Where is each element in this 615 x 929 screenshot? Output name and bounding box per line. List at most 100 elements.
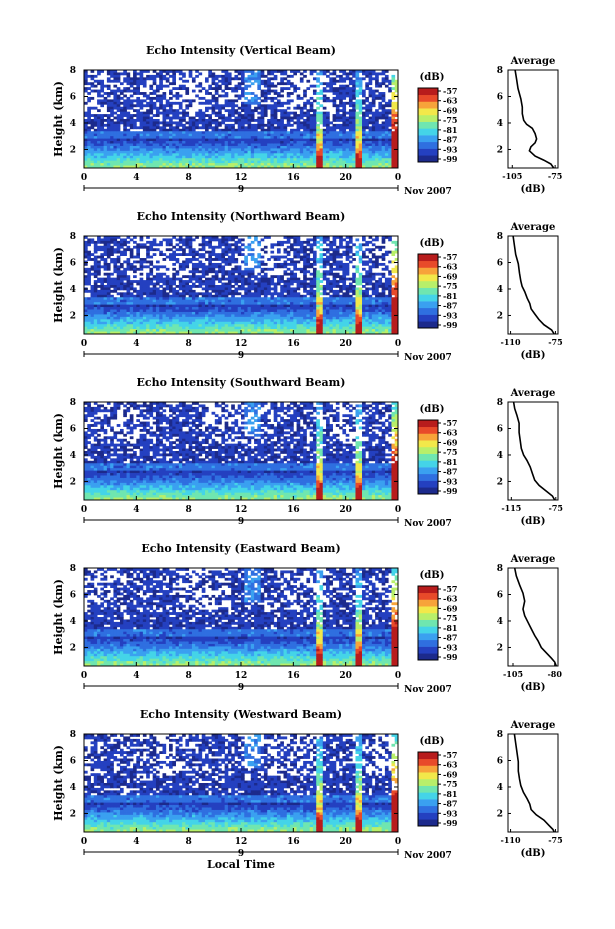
heatmap-cell	[129, 250, 134, 254]
heatmap-cell	[227, 150, 232, 154]
heatmap-cell	[172, 133, 176, 137]
heatmap-cell	[244, 329, 248, 332]
heatmap-cell	[227, 282, 232, 286]
heatmap-cell	[299, 109, 304, 113]
heatmap-cell	[296, 158, 301, 162]
heatmap-cell	[247, 248, 252, 252]
heatmap-cell	[257, 136, 262, 139]
heatmap-cell	[283, 262, 288, 266]
heatmap-cell	[254, 326, 258, 330]
heatmap-cell	[155, 94, 160, 98]
heatmap-cell	[123, 275, 127, 279]
heatmap-cell	[234, 155, 239, 159]
heatmap-cell	[316, 163, 320, 166]
heatmap-cell	[129, 307, 134, 310]
heatmap-cell	[394, 165, 399, 169]
heatmap-cell	[103, 163, 108, 166]
heatmap-cell	[263, 304, 268, 308]
heatmap-cell	[326, 143, 330, 147]
heatmap-cell	[205, 119, 209, 122]
heatmap-cell	[87, 297, 91, 301]
heatmap-cell	[244, 141, 248, 144]
heatmap-cell	[103, 136, 108, 139]
heatmap-cell	[221, 119, 226, 122]
heatmap-cell	[329, 77, 333, 81]
heatmap-cell	[119, 109, 124, 113]
heatmap-cell	[227, 116, 232, 120]
heatmap-cell	[352, 72, 356, 76]
heatmap-cell	[316, 141, 320, 144]
heatmap-cell	[84, 304, 88, 308]
heatmap-cell	[332, 165, 337, 169]
heatmap-cell	[169, 136, 173, 139]
heatmap-cell	[100, 126, 105, 130]
heatmap-cell	[241, 155, 245, 159]
heatmap-cell	[175, 87, 180, 90]
heatmap-cell	[159, 126, 163, 130]
heatmap-cell	[185, 302, 190, 305]
heatmap-cell	[345, 158, 350, 162]
heatmap-cell	[169, 299, 173, 303]
heatmap-cell	[244, 304, 248, 308]
heatmap-cell	[149, 84, 154, 88]
heatmap-cell	[129, 121, 134, 125]
heatmap-cell	[234, 138, 239, 142]
heatmap-cell	[84, 316, 88, 320]
heatmap-cell	[139, 160, 144, 164]
heatmap-cell	[195, 119, 199, 122]
heatmap-cell	[162, 294, 167, 298]
heatmap-cell	[178, 329, 183, 332]
heatmap-cell	[384, 143, 389, 147]
heatmap-cell	[205, 321, 209, 325]
heatmap-cell	[129, 304, 134, 308]
heatmap-cell	[97, 165, 101, 169]
heatmap-cell	[146, 307, 150, 310]
heatmap-cell	[185, 297, 190, 301]
heatmap-cell	[257, 294, 262, 298]
heatmap-cell	[280, 123, 284, 127]
heatmap-cell	[280, 287, 284, 291]
heatmap-cell	[139, 104, 144, 108]
heatmap-cell	[214, 145, 219, 149]
heatmap-cell	[90, 165, 95, 169]
heatmap-cell	[123, 240, 127, 244]
heatmap-cell	[84, 270, 88, 274]
heatmap-cell	[362, 163, 366, 166]
heatmap-cell	[371, 101, 376, 105]
heatmap-cell	[106, 324, 111, 328]
heatmap-cell	[241, 72, 245, 76]
heatmap-cell	[90, 238, 95, 242]
heatmap-cell	[191, 289, 196, 293]
heatmap-cell	[188, 304, 193, 308]
heatmap-cell	[237, 111, 242, 115]
heatmap-cell	[296, 121, 301, 125]
heatmap-cell	[231, 294, 235, 298]
heatmap-cell	[198, 101, 203, 105]
heatmap-cell	[152, 158, 157, 162]
heatmap-cell	[169, 89, 173, 93]
heatmap-cell	[178, 311, 183, 315]
heatmap-cell	[224, 297, 229, 301]
heatmap-cell	[221, 289, 226, 293]
heatmap-cell	[231, 258, 235, 261]
heatmap-cell	[100, 258, 105, 261]
heatmap-cell	[182, 114, 186, 117]
heatmap-cell	[247, 297, 252, 301]
heatmap-cell	[116, 324, 121, 328]
heatmap-cell	[244, 277, 248, 281]
heatmap-cell	[116, 77, 121, 81]
heatmap-cell	[110, 297, 114, 301]
heatmap-cell	[335, 148, 340, 152]
heatmap-cell	[358, 119, 363, 122]
heatmap-cell	[293, 136, 297, 139]
heatmap-cell	[234, 258, 239, 261]
heatmap-cell	[93, 260, 98, 264]
heatmap-cell	[188, 245, 193, 249]
heatmap-cell	[293, 72, 297, 76]
heatmap-cell	[241, 121, 245, 125]
heatmap-cell	[290, 99, 294, 103]
heatmap-cell	[119, 141, 124, 144]
heatmap-cell	[119, 160, 124, 164]
heatmap-cell	[260, 304, 265, 308]
heatmap-cell	[116, 128, 121, 132]
